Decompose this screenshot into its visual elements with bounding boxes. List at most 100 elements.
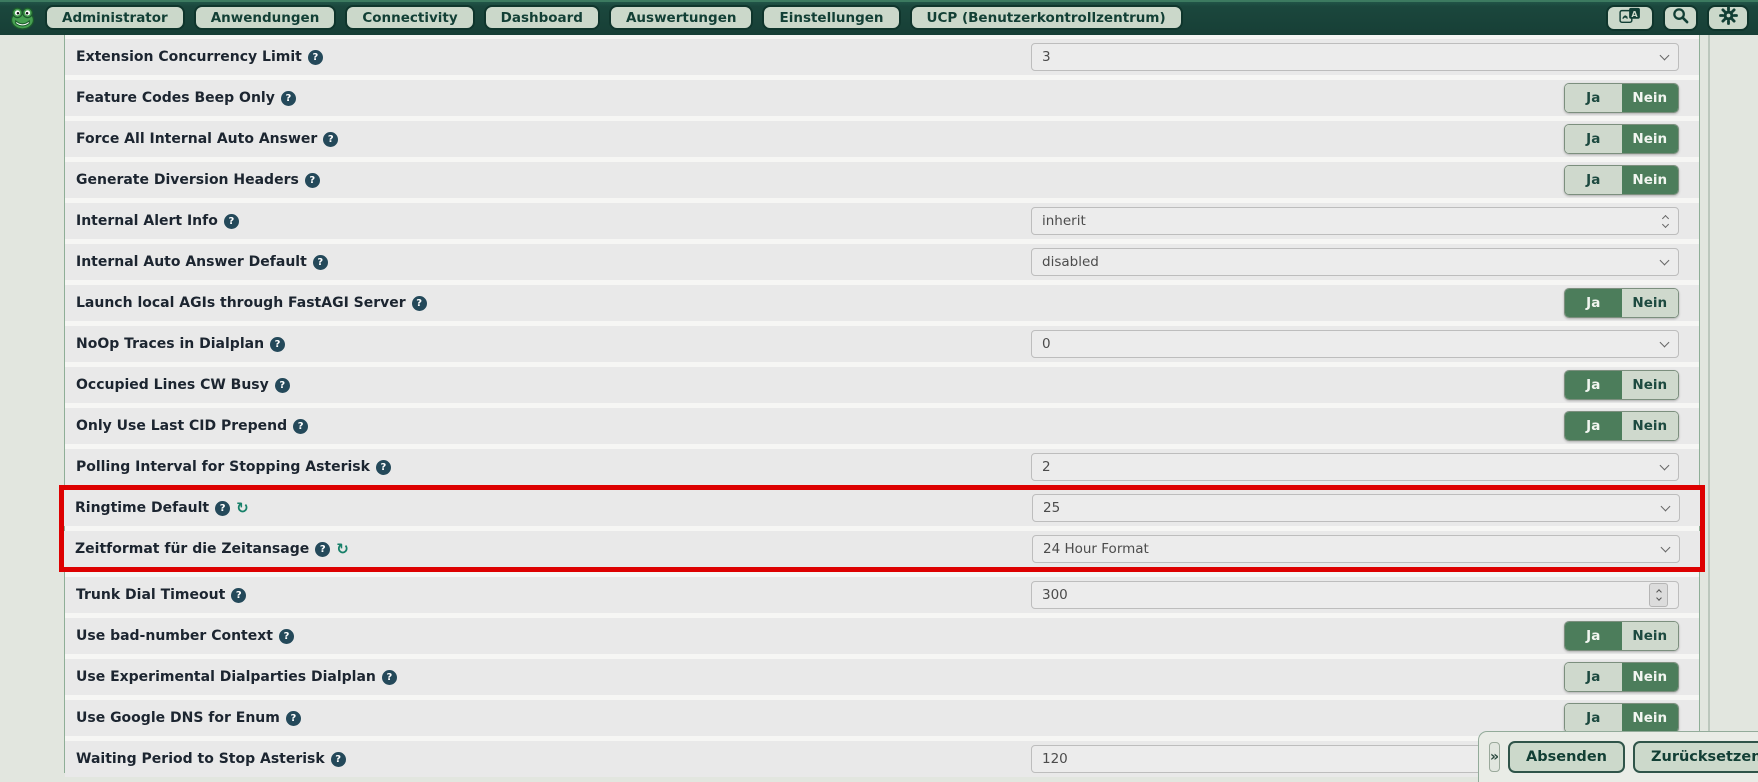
help-icon[interactable]: ? — [330, 751, 346, 767]
help-icon[interactable]: ? — [375, 459, 391, 475]
polling-interval-select[interactable]: 2 — [1031, 453, 1679, 481]
setting-label: Trunk Dial Timeout — [76, 587, 226, 603]
setting-label: Use bad-number Context — [76, 628, 273, 644]
chevron-down-icon — [1659, 337, 1670, 348]
setting-label: Occupied Lines CW Busy — [76, 377, 269, 393]
help-icon[interactable]: ? — [381, 669, 397, 685]
setting-label: Extension Concurrency Limit — [76, 49, 302, 65]
input-value: 300 — [1042, 587, 1068, 603]
toggle-ja[interactable]: Ja — [1565, 125, 1622, 153]
search-button[interactable] — [1663, 4, 1698, 31]
search-icon — [1672, 7, 1689, 28]
setting-row-only-use-last-cid-prepend: Only Use Last CID Prepend? Ja Nein — [65, 408, 1699, 444]
setting-label: Force All Internal Auto Answer — [76, 131, 318, 147]
noop-traces-select[interactable]: 0 — [1031, 330, 1679, 358]
highlight-box: Ringtime Default? ↻ 25 Zeitformat für die… — [59, 485, 1705, 572]
toggle-ja[interactable]: Ja — [1565, 663, 1622, 691]
help-icon[interactable]: ? — [315, 541, 331, 557]
toggle-nein[interactable]: Nein — [1621, 412, 1678, 440]
setting-row-extension-concurrency-limit: Extension Concurrency Limit? 3 — [65, 39, 1699, 75]
help-icon[interactable]: ? — [274, 377, 290, 393]
refresh-icon[interactable]: ↻ — [336, 539, 349, 558]
tab-auswertungen[interactable]: Auswertungen — [608, 5, 754, 30]
toggle-ja[interactable]: Ja — [1565, 166, 1622, 194]
setting-label: Ringtime Default — [75, 500, 210, 516]
help-icon[interactable]: ? — [411, 295, 427, 311]
tab-anwendungen[interactable]: Anwendungen — [193, 5, 337, 30]
extension-concurrency-limit-select[interactable]: 3 — [1031, 43, 1679, 71]
zeitformat-select[interactable]: 24 Hour Format — [1032, 535, 1680, 563]
toggle-ja[interactable]: Ja — [1565, 412, 1622, 440]
help-icon[interactable]: ? — [312, 254, 328, 270]
toggle-ja[interactable]: Ja — [1565, 622, 1622, 650]
help-icon[interactable]: ? — [215, 500, 231, 516]
scrollbar-track[interactable] — [1708, 35, 1710, 782]
setting-row-trunk-dial-timeout: Trunk Dial Timeout? 300 — [65, 577, 1699, 613]
tab-einstellungen[interactable]: Einstellungen — [762, 5, 901, 30]
refresh-icon[interactable]: ↻ — [236, 498, 249, 517]
help-icon[interactable]: ? — [293, 418, 309, 434]
toggle-ja[interactable]: Ja — [1565, 289, 1622, 317]
svg-text:A: A — [1631, 8, 1638, 18]
setting-label: Internal Auto Answer Default — [76, 254, 307, 270]
collapse-bar-button[interactable]: » — [1489, 742, 1501, 772]
toggle-nein[interactable]: Nein — [1621, 663, 1678, 691]
toggle-ja[interactable]: Ja — [1565, 371, 1622, 399]
setting-label: Use Experimental Dialparties Dialplan — [76, 669, 376, 685]
internal-alert-info-select[interactable]: inherit — [1031, 207, 1679, 235]
setting-row-force-all-internal-auto-answer: Force All Internal Auto Answer? Ja Nein — [65, 121, 1699, 157]
help-icon[interactable]: ? — [323, 131, 339, 147]
toggle-nein[interactable]: Nein — [1621, 371, 1678, 399]
chevron-down-icon — [1659, 460, 1670, 471]
toggle-nein[interactable]: Nein — [1621, 289, 1678, 317]
help-icon[interactable]: ? — [231, 587, 247, 603]
select-value: 24 Hour Format — [1043, 541, 1149, 557]
help-icon[interactable]: ? — [307, 49, 323, 65]
yes-no-toggle: Ja Nein — [1564, 370, 1679, 400]
setting-row-feature-codes-beep-only: Feature Codes Beep Only? Ja Nein — [65, 80, 1699, 116]
setting-label: NoOp Traces in Dialplan — [76, 336, 265, 352]
internal-auto-answer-default-select[interactable]: disabled — [1031, 248, 1679, 276]
toggle-ja[interactable]: Ja — [1565, 704, 1622, 732]
help-icon[interactable]: ? — [304, 172, 320, 188]
settings-button[interactable] — [1707, 4, 1749, 31]
setting-row-zeitformat-zeitansage: Zeitformat für die Zeitansage? ↻ 24 Hour … — [64, 531, 1700, 567]
yes-no-toggle: Ja Nein — [1564, 621, 1679, 651]
yes-no-toggle: Ja Nein — [1564, 411, 1679, 441]
tab-dashboard[interactable]: Dashboard — [483, 5, 600, 30]
toggle-nein[interactable]: Nein — [1621, 622, 1678, 650]
setting-label: Zeitformat für die Zeitansage — [75, 541, 310, 557]
yes-no-toggle: Ja Nein — [1564, 124, 1679, 154]
setting-row-internal-auto-answer-default: Internal Auto Answer Default? disabled — [65, 244, 1699, 280]
yes-no-toggle: Ja Nein — [1564, 662, 1679, 692]
tab-administrator[interactable]: Administrator — [45, 5, 185, 30]
help-icon[interactable]: ? — [223, 213, 239, 229]
toggle-nein[interactable]: Nein — [1621, 125, 1678, 153]
toggle-ja[interactable]: Ja — [1565, 84, 1622, 112]
trunk-dial-timeout-input[interactable]: 300 — [1031, 581, 1679, 609]
help-icon[interactable]: ? — [285, 710, 301, 726]
yes-no-toggle: Ja Nein — [1564, 703, 1679, 733]
setting-label: Only Use Last CID Prepend — [76, 418, 288, 434]
setting-row-use-bad-number-context: Use bad-number Context? Ja Nein — [65, 618, 1699, 654]
setting-row-use-experimental-dialparties: Use Experimental Dialparties Dialplan? J… — [65, 659, 1699, 695]
yes-no-toggle: Ja Nein — [1564, 165, 1679, 195]
tab-ucp[interactable]: UCP (Benutzerkontrollzentrum) — [909, 5, 1183, 30]
setting-label: Launch local AGIs through FastAGI Server — [76, 295, 406, 311]
reset-button[interactable]: Zurücksetzen — [1632, 741, 1758, 773]
help-icon[interactable]: ? — [270, 336, 286, 352]
toggle-nein[interactable]: Nein — [1621, 84, 1678, 112]
yes-no-toggle: Ja Nein — [1564, 288, 1679, 318]
submit-button[interactable]: Absenden — [1508, 741, 1625, 773]
tab-connectivity[interactable]: Connectivity — [345, 5, 475, 30]
freepbx-frog-logo[interactable] — [9, 4, 36, 31]
help-icon[interactable]: ? — [280, 90, 296, 106]
number-spinner[interactable] — [1649, 583, 1668, 607]
setting-row-polling-interval: Polling Interval for Stopping Asterisk? … — [65, 449, 1699, 485]
language-button[interactable]: A — [1606, 4, 1654, 31]
ringtime-default-select[interactable]: 25 — [1032, 494, 1680, 522]
toggle-nein[interactable]: Nein — [1621, 166, 1678, 194]
setting-row-waiting-period-stop-asterisk: Waiting Period to Stop Asterisk? 120 — [65, 741, 1699, 777]
toggle-nein[interactable]: Nein — [1621, 704, 1678, 732]
help-icon[interactable]: ? — [278, 628, 294, 644]
